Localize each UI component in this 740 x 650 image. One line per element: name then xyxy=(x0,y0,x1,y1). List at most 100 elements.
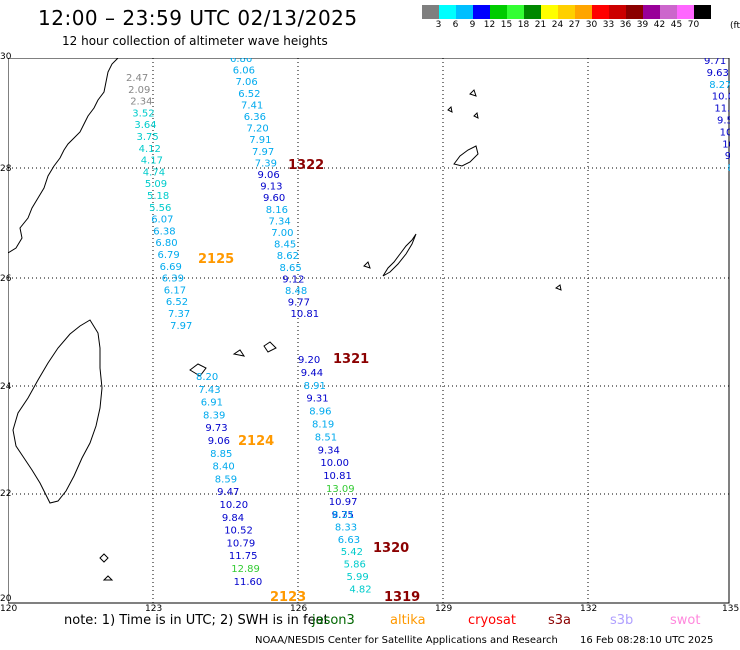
wave-height-value: 6.07 xyxy=(151,215,173,226)
wave-height-value: 9.60 xyxy=(263,193,285,204)
wave-height-value: 5.86 xyxy=(344,560,366,571)
wave-height-value: 5.56 xyxy=(149,203,171,214)
scale-label: 33 xyxy=(602,20,615,30)
map-frame xyxy=(8,58,730,604)
footer-note: note: 1) Time is in UTC; 2) SWH is in fe… xyxy=(64,613,329,628)
wave-height-value: 6.06 xyxy=(233,66,255,77)
wave-height-value: 9.47 xyxy=(217,487,239,498)
wave-height-value: 8.40 xyxy=(212,462,234,473)
wave-height-value: 6.91 xyxy=(201,398,223,409)
wave-height-value: 13.09 xyxy=(326,484,355,495)
wave-height-value: 5.09 xyxy=(145,179,167,190)
wave-height-value: 6.36 xyxy=(244,112,266,123)
wave-height-value: 4.17 xyxy=(141,156,163,167)
wave-height-value: 4.74 xyxy=(143,167,165,178)
yaeyama-coastline xyxy=(232,349,246,357)
scale-label: 24 xyxy=(551,20,564,30)
scale-label: 21 xyxy=(534,20,547,30)
credit-text: NOAA/NESDIS Center for Satellite Applica… xyxy=(255,635,558,646)
wave-height-value: 5.42 xyxy=(341,547,363,558)
wave-height-value: 7.00 xyxy=(271,228,293,239)
wave-height-value: 9.71 xyxy=(704,58,726,67)
wave-height-value: 8.31 xyxy=(332,510,354,521)
wave-height-value: 2.34 xyxy=(130,97,152,108)
scale-swatch xyxy=(592,5,609,19)
scale-label: 42 xyxy=(653,20,666,30)
lat-label: 20 xyxy=(0,594,12,604)
wave-height-value: 9.73 xyxy=(205,423,227,434)
wave-height-value: 7.41 xyxy=(241,100,263,111)
scale-label: 3 xyxy=(435,20,442,30)
wave-height-value: 10.97 xyxy=(329,497,358,508)
wave-height-value: 3.52 xyxy=(132,108,154,119)
wave-height-value: 10.4 xyxy=(720,127,730,138)
scale-label-spacer xyxy=(422,20,430,30)
scale-label: 6 xyxy=(452,20,459,30)
wave-height-value: 4.82 xyxy=(349,584,371,595)
scale-swatch xyxy=(643,5,660,19)
wave-height-value: 7.39 xyxy=(255,158,277,169)
wave-height-value: 9.51 xyxy=(717,116,730,127)
wave-height-value: 9.12 xyxy=(282,274,304,285)
wave-height-value: 7.37 xyxy=(168,309,190,320)
scale-swatch xyxy=(473,5,490,19)
scale-swatch xyxy=(609,5,626,19)
wave-height-value: 8.65 xyxy=(280,263,302,274)
pass-number-label: 1321 xyxy=(333,352,369,367)
satellite-tracks: 2.472.092.343.523.643.754.124.174.745.09… xyxy=(126,58,730,604)
wave-height-value: 12.89 xyxy=(231,564,260,575)
wave-height-value: 9.75 xyxy=(332,510,354,521)
scale-label: 27 xyxy=(568,20,581,30)
generated-timestamp: 16 Feb 08:28:10 UTC 2025 xyxy=(580,635,714,646)
wave-height-value: 7.34 xyxy=(269,216,291,227)
scale-swatch xyxy=(677,5,694,19)
scale-label: 30 xyxy=(585,20,598,30)
wave-height-value: 8.20 xyxy=(196,372,218,383)
wave-height-value: 10.20 xyxy=(220,500,249,511)
wave-height-value: 8.16 xyxy=(266,205,288,216)
scale-swatch xyxy=(524,5,541,19)
legend-s3a: s3a xyxy=(548,613,572,628)
scale-swatch xyxy=(422,5,439,19)
wave-height-value: 6.86 xyxy=(230,58,252,65)
scale-label: 36 xyxy=(619,20,632,30)
wave-height-value: 9.34 xyxy=(318,445,340,456)
wave-height-value: 7.20 xyxy=(247,124,269,135)
wave-height-value: 3.75 xyxy=(137,132,159,143)
lon-label: 135 xyxy=(722,604,740,614)
wave-height-value: 10.81 xyxy=(291,309,320,320)
wave-height-value: 3.64 xyxy=(134,120,156,131)
scale-swatch xyxy=(456,5,473,19)
lat-label: 26 xyxy=(0,274,12,284)
scale-swatch xyxy=(541,5,558,19)
lon-label: 120 xyxy=(0,604,18,614)
scale-label: 18 xyxy=(517,20,530,30)
lon-label: 123 xyxy=(145,604,163,614)
scale-unit: (ft) xyxy=(730,21,740,31)
pass-number-label: 1320 xyxy=(373,541,409,556)
wave-height-value: 8.39 xyxy=(203,410,225,421)
okinawa-coastline xyxy=(382,233,417,277)
lat-label: 22 xyxy=(0,489,12,499)
lon-label: 129 xyxy=(435,604,453,614)
lat-label: 24 xyxy=(0,382,12,392)
wave-height-value: 8.62 xyxy=(277,251,299,262)
color-scale-labels: 3 6 9 12 15 18 21 24 27 30 33 36 39 42 45 70 xyxy=(422,20,711,30)
wave-height-value: 7.43 xyxy=(198,385,220,396)
wave-height-value: 6.52 xyxy=(238,89,260,100)
wave-height-value: 2.09 xyxy=(128,85,150,96)
wave-height-value: 10.00 xyxy=(320,458,349,469)
scale-swatch xyxy=(694,5,711,19)
scale-swatch xyxy=(575,5,592,19)
amami-coastline xyxy=(453,145,479,167)
wave-height-value: 6.52 xyxy=(166,297,188,308)
lon-label: 132 xyxy=(580,604,598,614)
map-title: 12:00 – 23:59 UTC 02/13/2025 xyxy=(38,6,358,30)
wave-height-value: 5.99 xyxy=(347,572,369,583)
wave-height-value: 8.59 xyxy=(215,474,237,485)
scale-label: 12 xyxy=(483,20,496,30)
wave-height-value: 8.45 xyxy=(274,240,296,251)
scale-label: 39 xyxy=(636,20,649,30)
wave-height-value: 9.13 xyxy=(260,182,282,193)
